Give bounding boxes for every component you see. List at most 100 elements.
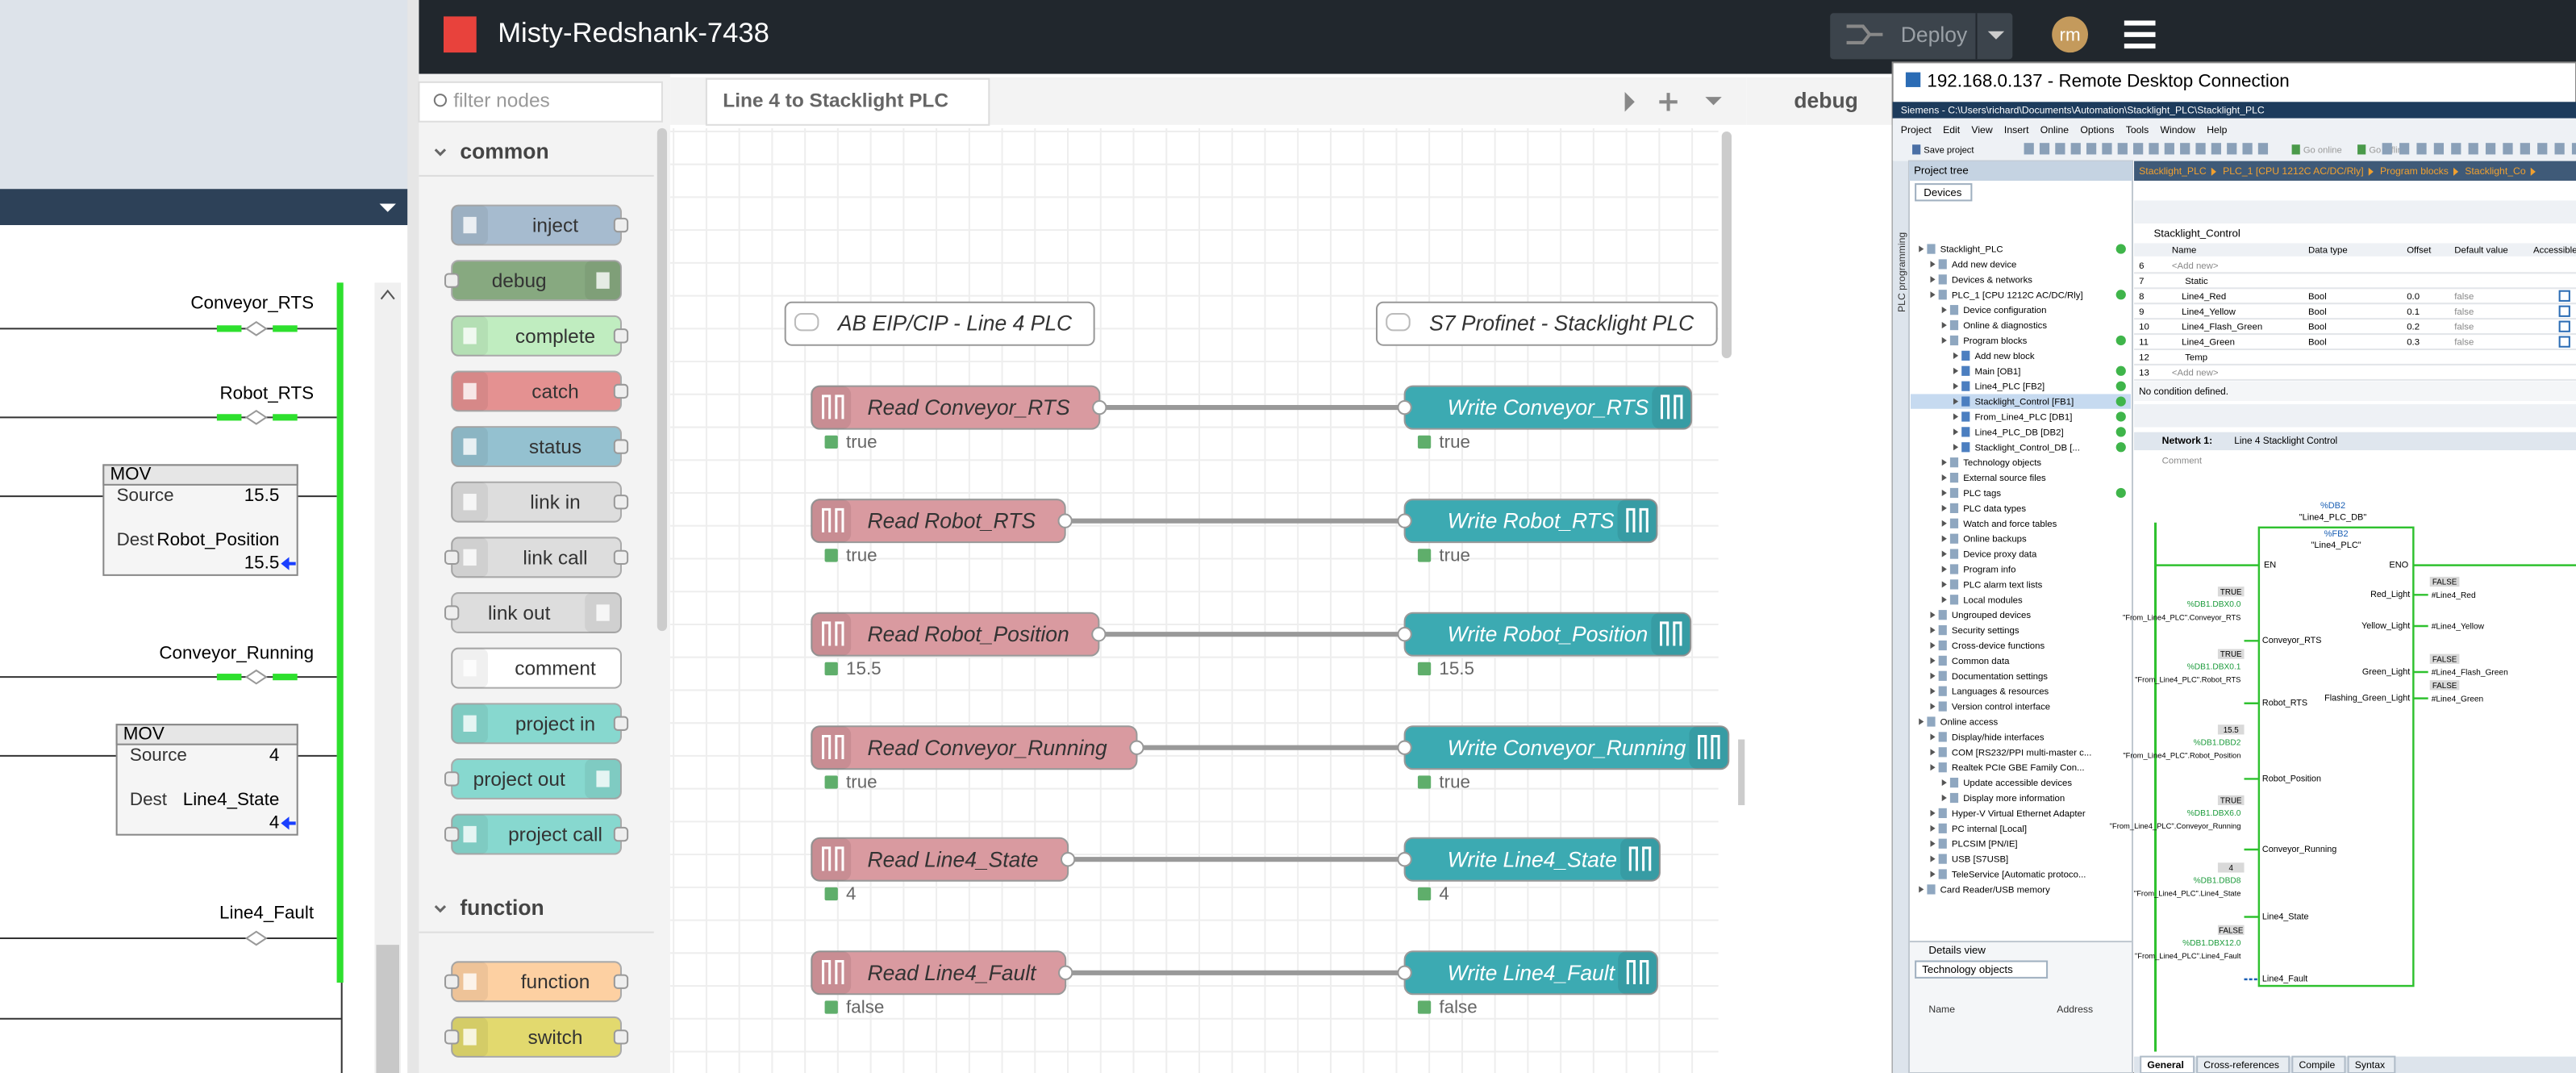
- tree-item[interactable]: Device proxy data: [1963, 550, 2037, 560]
- palette-node[interactable]: [451, 647, 623, 689]
- tree-expander[interactable]: [1941, 581, 1947, 588]
- port[interactable]: [1397, 627, 1412, 642]
- add-flow[interactable]: [1659, 93, 1678, 111]
- collapse-arrow[interactable]: [379, 203, 396, 212]
- tree-item[interactable]: Stacklight_PLC: [1940, 245, 2003, 255]
- bottom-tab-bg[interactable]: [2291, 1055, 2346, 1073]
- bottom-tab-bg[interactable]: [2347, 1055, 2396, 1073]
- tree-item[interactable]: Online & diagnostics: [1963, 321, 2047, 331]
- tree-item[interactable]: External source files: [1963, 474, 2046, 483]
- write-label[interactable]: Write Conveyor_Running: [1448, 736, 1686, 760]
- write-label[interactable]: Write Robot_Position: [1448, 622, 1649, 646]
- read-label[interactable]: Read Conveyor_RTS: [868, 395, 1070, 420]
- tree-expander[interactable]: [1953, 382, 1959, 390]
- tree-expander[interactable]: [1941, 550, 1947, 557]
- tia-menu-item[interactable]: Tools: [2126, 124, 2149, 136]
- tree-item[interactable]: Security settings: [1952, 626, 2020, 636]
- palette-node-label[interactable]: link in: [530, 492, 580, 514]
- tree-item[interactable]: Line4_PLC_DB [DB2]: [1974, 428, 2063, 437]
- tree-expander[interactable]: [1930, 687, 1936, 695]
- tia-side-tab[interactable]: PLC programming: [1896, 232, 1907, 312]
- palette-node-label[interactable]: complete: [515, 326, 595, 348]
- tia-toolbar-button[interactable]: Save project: [1924, 145, 1974, 155]
- tree-expander[interactable]: [1930, 840, 1936, 847]
- tree-item[interactable]: Update accessible devices: [1963, 779, 2072, 788]
- category-chevron[interactable]: [434, 148, 447, 157]
- tree-expander[interactable]: [1930, 261, 1936, 268]
- category-chevron[interactable]: [434, 904, 447, 913]
- palette-scroll[interactable]: [657, 127, 668, 632]
- palette-node-label[interactable]: project out: [473, 769, 565, 791]
- port[interactable]: [1397, 399, 1412, 415]
- tia-menu-item[interactable]: Edit: [1943, 124, 1961, 136]
- tree-expander[interactable]: [1941, 474, 1947, 482]
- ws-scroll[interactable]: [1721, 131, 1732, 359]
- tree-tab-bg[interactable]: [1915, 183, 1973, 202]
- user-avatar[interactable]: [2052, 16, 2089, 53]
- tree-expander[interactable]: [1930, 612, 1936, 619]
- tia-toolbar-button[interactable]: Go online: [2303, 145, 2342, 155]
- read-label[interactable]: Read Robot_Position: [868, 622, 1069, 646]
- tree-item[interactable]: Display more information: [1963, 794, 2065, 804]
- tree-expander[interactable]: [1953, 444, 1959, 451]
- write-label[interactable]: Write Robot_RTS: [1448, 509, 1615, 533]
- tree-expander[interactable]: [1941, 504, 1947, 511]
- details-tab[interactable]: Technology objects: [1922, 963, 2013, 975]
- palette-node-label[interactable]: link call: [523, 547, 587, 569]
- bottom-tab[interactable]: Cross-references: [2203, 1059, 2279, 1071]
- port[interactable]: [1397, 740, 1412, 755]
- tree-item[interactable]: Stacklight_Control_DB [...: [1974, 443, 2079, 453]
- palette-node-label[interactable]: status: [529, 436, 581, 458]
- tree-item[interactable]: Line4_PLC [FB2]: [1974, 382, 2045, 392]
- tree-expander[interactable]: [1941, 794, 1947, 802]
- palette-node-label[interactable]: function: [521, 971, 590, 993]
- tab-scroll[interactable]: [1624, 92, 1635, 112]
- write-label[interactable]: Write Line4_Fault: [1448, 961, 1616, 985]
- tree-expander[interactable]: [1941, 459, 1947, 466]
- tree-item[interactable]: Local modules: [1963, 595, 2023, 605]
- tree-expander[interactable]: [1953, 367, 1959, 374]
- tree-expander[interactable]: [1930, 291, 1936, 299]
- comment-node[interactable]: [1375, 301, 1718, 346]
- deploy-menu[interactable]: [1987, 31, 2005, 40]
- deploy-button[interactable]: [1830, 13, 2013, 60]
- tree-expander[interactable]: [1930, 855, 1936, 862]
- tree-item[interactable]: Device configuration: [1963, 306, 2046, 315]
- breadcrumb-item[interactable]: Stacklight_Co: [2465, 165, 2526, 177]
- tree-expander[interactable]: [1930, 672, 1936, 679]
- port[interactable]: [1091, 627, 1107, 642]
- tree-item[interactable]: PLCSIM [PN/IE]: [1952, 840, 2018, 850]
- palette-search[interactable]: [418, 81, 663, 123]
- details-tab-bg[interactable]: [1915, 960, 2049, 979]
- tree-item[interactable]: Version control interface: [1952, 703, 2050, 712]
- palette-node-label[interactable]: switch: [528, 1027, 583, 1049]
- main-menu[interactable]: [2124, 20, 2156, 49]
- deploy-label[interactable]: Deploy: [1901, 23, 1968, 47]
- tree-expander[interactable]: [1953, 352, 1959, 359]
- tree-expander[interactable]: [1941, 322, 1947, 329]
- breadcrumb-item[interactable]: PLC_1 [CPU 1212C AC/DC/Rly]: [2223, 165, 2364, 177]
- port[interactable]: [1129, 740, 1144, 755]
- tree-expander[interactable]: [1930, 764, 1936, 771]
- tree-expander[interactable]: [1941, 307, 1947, 314]
- bottom-tab-bg[interactable]: [2140, 1055, 2195, 1073]
- palette-node-label[interactable]: project call: [508, 825, 602, 846]
- tia-menu-item[interactable]: Project: [1901, 124, 1932, 136]
- bottom-tab[interactable]: General: [2147, 1059, 2184, 1071]
- tree-item[interactable]: PLC alarm text lists: [1963, 580, 2042, 590]
- tree-item[interactable]: PLC data types: [1963, 504, 2026, 514]
- tia-menu-item[interactable]: Insert: [2004, 124, 2029, 136]
- tree-expander[interactable]: [1930, 641, 1936, 649]
- flow-tab[interactable]: Line 4 to Stacklight PLC: [723, 90, 948, 112]
- palette-node-label[interactable]: debug: [492, 270, 547, 292]
- palette-node-label[interactable]: comment: [515, 658, 596, 680]
- tree-expander[interactable]: [1953, 428, 1959, 436]
- tia-menu-item[interactable]: Online: [2040, 124, 2070, 136]
- tree-expander[interactable]: [1941, 336, 1947, 344]
- tree-item[interactable]: Card Reader/USB memory: [1940, 885, 2050, 895]
- tab-menu[interactable]: [1705, 97, 1722, 106]
- tree-item[interactable]: Online access: [1940, 718, 1999, 728]
- tree-item[interactable]: From_Line4_PLC [DB1]: [1974, 413, 2072, 423]
- tree-expander[interactable]: [1930, 703, 1936, 710]
- tia-menu-item[interactable]: Options: [2080, 124, 2114, 136]
